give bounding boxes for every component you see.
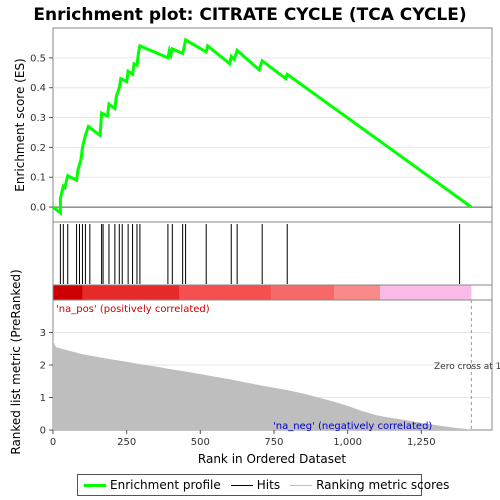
neg-correlated-label: 'na_neg' (negatively correlated) (273, 421, 432, 432)
legend-item-hits: Hits (230, 478, 281, 492)
legend-item-ranking-metric: Ranking metric scores (290, 478, 449, 492)
color-bar-segment (82, 285, 180, 300)
legend: Enrichment profile Hits Ranking metric s… (77, 474, 449, 496)
zero-cross-label: Zero cross at 1 (434, 362, 500, 372)
color-bar-segment (179, 285, 272, 300)
enrichment-profile-line (52, 37, 473, 217)
es-ytick-label: 0.2 (30, 143, 46, 154)
legend-swatch-black (230, 484, 253, 486)
es-ylabel: Enrichment score (ES) (13, 58, 27, 191)
ranking-ylabel: Ranked list metric (PreRanked) (9, 269, 23, 454)
ranking-xtick-label: 0 (50, 437, 56, 448)
legend-label: Ranking metric scores (316, 478, 450, 492)
es-panel: 0.0 0.1 0.2 0.3 0.4 0.5 Enrichment score (ES) (13, 27, 493, 223)
legend-swatch-gray (290, 484, 313, 486)
color-bar-segment (380, 285, 472, 300)
ranking-metric-area (53, 340, 472, 430)
ranking-xlabel: Rank in Ordered Dataset (198, 452, 346, 466)
ranking-ytick-label: 3 (40, 328, 46, 339)
es-ytick-label: 0.3 (30, 113, 46, 124)
legend-label: Enrichment profile (110, 478, 221, 492)
ranking-xtick-label: 500 (191, 437, 210, 448)
ranking-xtick-label: 1,250 (407, 437, 436, 448)
ranking-xtick-label: 250 (117, 437, 136, 448)
es-ytick-label: 0.4 (30, 83, 46, 94)
ranking-panel: 0 1 2 3 0 250 500 750 1,000 1,250 'na_pos' (posi… (9, 269, 500, 466)
ranking-xtick-label: 750 (264, 437, 283, 448)
color-bar-segment (53, 285, 83, 300)
ranking-ytick-label: 2 (40, 361, 46, 372)
es-ytick-label: 0.0 (30, 203, 46, 214)
hits-panel (52, 221, 493, 286)
es-ytick-label: 0.5 (30, 53, 46, 64)
ranking-xtick-label: 1,000 (333, 437, 362, 448)
color-bar-segment (334, 285, 381, 300)
es-ytick-label: 0.1 (30, 173, 46, 184)
legend-label: Hits (256, 478, 281, 492)
ranking-ytick-label: 0 (40, 426, 46, 437)
ranking-ytick-label: 1 (40, 393, 46, 404)
ranked-color-bar (53, 285, 472, 300)
chart-title: Enrichment plot: CITRATE CYCLE (TCA CYCL… (33, 5, 466, 25)
es-panel-frame (52, 27, 493, 223)
pos-correlated-label: 'na_pos' (positively correlated) (56, 304, 210, 315)
color-bar-segment (271, 285, 335, 300)
legend-item-enrichment-profile: Enrichment profile (84, 478, 221, 492)
hits-panel-frame (52, 221, 493, 286)
legend-swatch-green (84, 483, 106, 487)
